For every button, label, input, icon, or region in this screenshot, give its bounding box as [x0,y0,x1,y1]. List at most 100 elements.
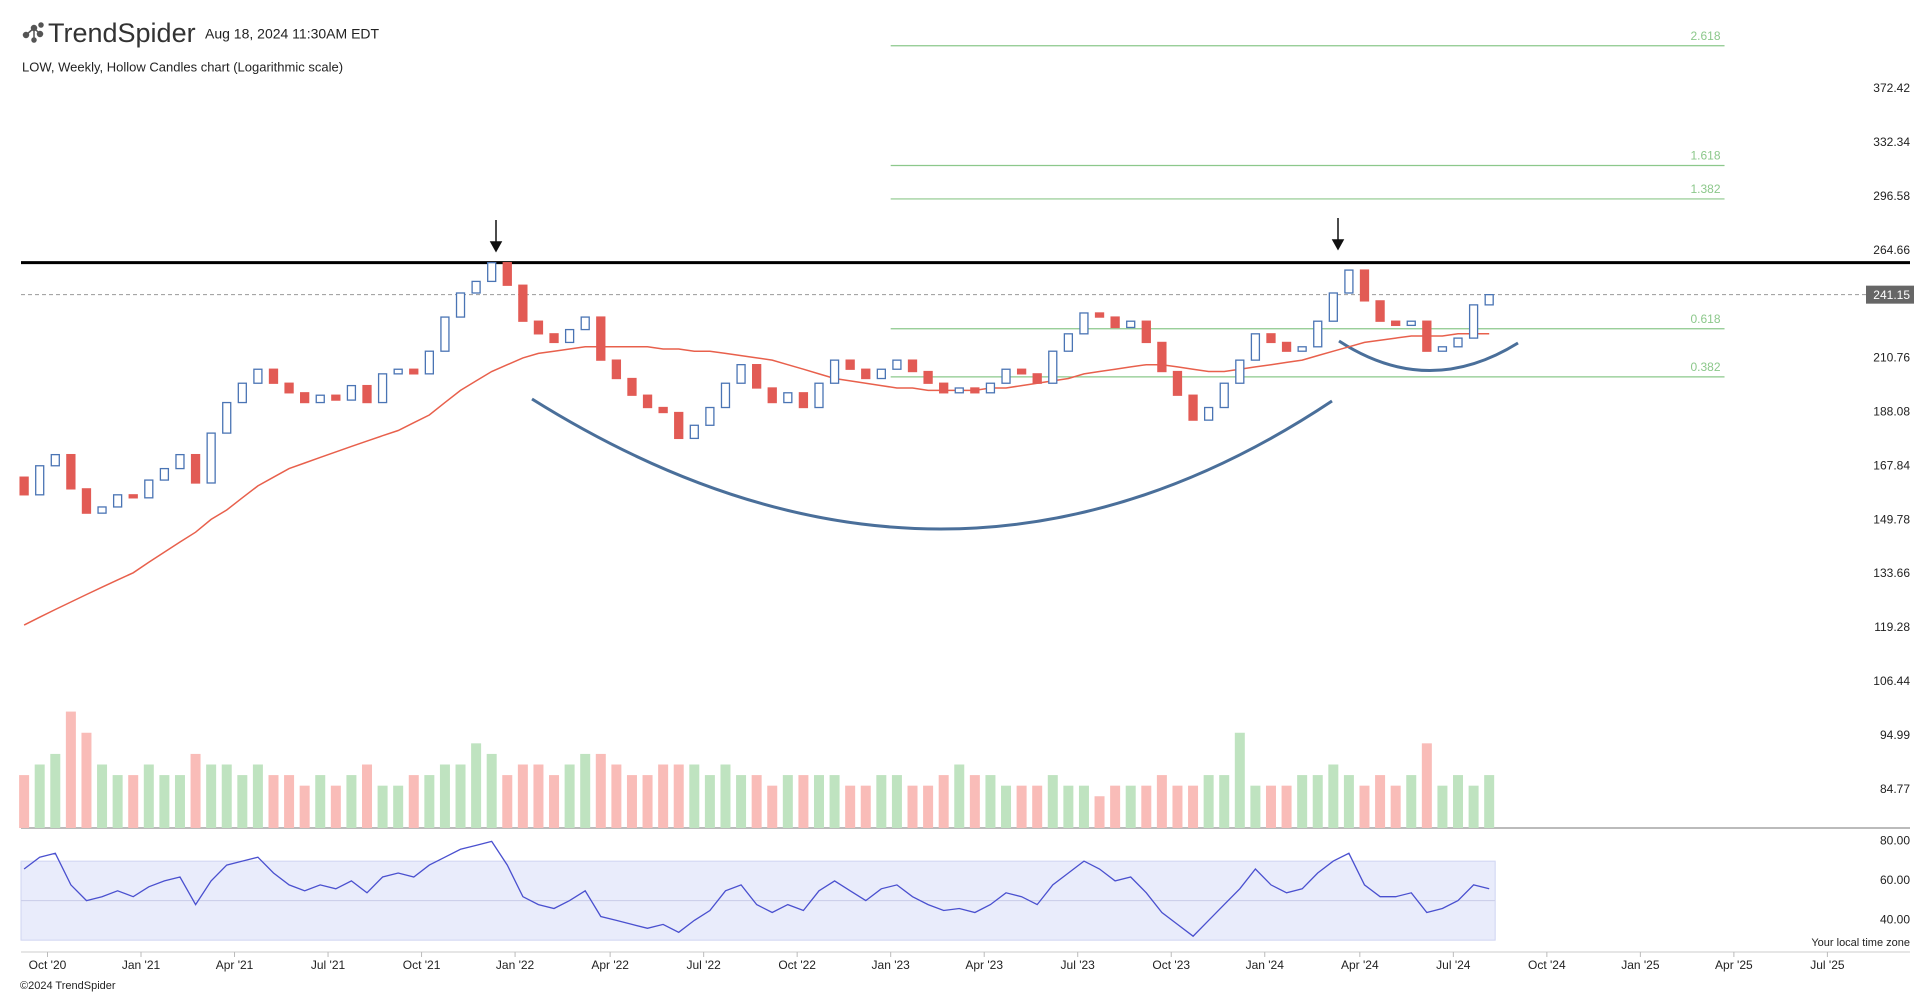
x-tick-label: Jul '24 [1436,958,1471,972]
volume-bar [174,775,185,828]
candle [471,280,481,294]
volume-bar [1390,785,1401,828]
logo-icon [22,22,44,43]
volume-bar [315,775,326,828]
volume-bar [1016,785,1027,828]
cup-curve [531,397,1333,531]
volume-bar [1453,775,1464,828]
candle [549,333,559,344]
volume-bar [611,764,622,828]
candle [112,494,123,508]
candle [767,387,777,404]
volume-bar [97,764,108,828]
candle [50,453,60,467]
volume-bar [1437,785,1448,828]
x-tick-label: Jan '21 [122,958,161,972]
volume-bar [549,775,560,828]
volume-bar [143,764,154,828]
volume-bar [1032,785,1043,828]
volume-bar [424,775,435,828]
volume-bar [221,764,232,828]
x-tick-label: Oct '22 [778,958,816,972]
candle [1391,320,1401,327]
candle [502,262,512,286]
candle [1141,320,1151,344]
moving-average [23,333,1490,626]
volume-bar [658,764,669,828]
volume-bar [1265,785,1276,828]
x-tick-label: Apr '25 [1715,958,1753,972]
candle [658,406,668,414]
volume-bar [1312,775,1323,828]
candle [642,394,653,409]
x-tick-label: Oct '24 [1528,958,1566,972]
rsi-line [23,840,1490,938]
peak-arrow [489,218,1345,253]
volume-bar [673,764,684,828]
candle [19,476,29,496]
volume-bar [798,775,809,828]
candle [81,488,92,514]
rsi-tick-label: 60.00 [1880,873,1910,887]
volume-bar [720,764,731,828]
candle [1016,368,1027,375]
candle [1437,346,1448,352]
volume-bar [533,764,544,828]
volume-bar [1125,785,1136,828]
candle [409,368,419,375]
y-tick-label: 264.66 [1873,243,1910,257]
timestamp: Aug 18, 2024 11:30AM EDT [205,26,380,42]
x-tick-label: Jul '21 [311,958,346,972]
fib-label: 1.618 [1690,149,1720,163]
volume-bar [689,764,700,828]
candle [907,359,918,373]
candle [1110,316,1120,329]
volume-bar [486,753,497,828]
candle [1375,300,1385,322]
volume-bar [1406,775,1417,828]
volume-bar [969,775,980,828]
candle [736,364,746,384]
volume-bar [299,785,310,828]
candle [1157,341,1167,373]
x-tick-label: Apr '21 [216,958,254,972]
fib-label: 0.382 [1690,360,1720,374]
volume-bar [502,775,513,828]
candle [1266,333,1276,344]
volume-bar [471,743,482,828]
rsi-tick-label: 40.00 [1880,913,1910,927]
volume-bar [626,775,637,828]
candle [1001,368,1011,384]
candle [284,382,294,394]
volume-bar [252,764,263,828]
volume-bar [1001,785,1012,828]
volume-bar [923,785,934,828]
volume-bar [330,785,341,828]
candle [939,382,949,394]
volume-bar [1078,785,1089,828]
x-tick-label: Oct '23 [1152,958,1190,972]
candle [144,479,154,499]
volume-bar [112,775,123,828]
volume-bar [284,775,295,828]
volume-bar [767,785,778,828]
y-tick-label: 84.77 [1880,782,1910,796]
candle [1188,394,1198,421]
candle [689,424,699,440]
volume-bar [642,775,653,828]
volume-bar [907,785,918,828]
volume-bar [595,753,606,828]
volume-bar [190,753,201,828]
candle [674,411,684,440]
volume-bar [517,764,528,828]
candle [798,392,809,409]
candle [580,316,590,331]
volume-bar [1421,743,1432,828]
fib-label: 2.618 [1690,29,1720,43]
candle [1219,382,1229,409]
candle [1032,373,1042,384]
volume-bar [845,785,856,828]
candle [752,364,762,389]
